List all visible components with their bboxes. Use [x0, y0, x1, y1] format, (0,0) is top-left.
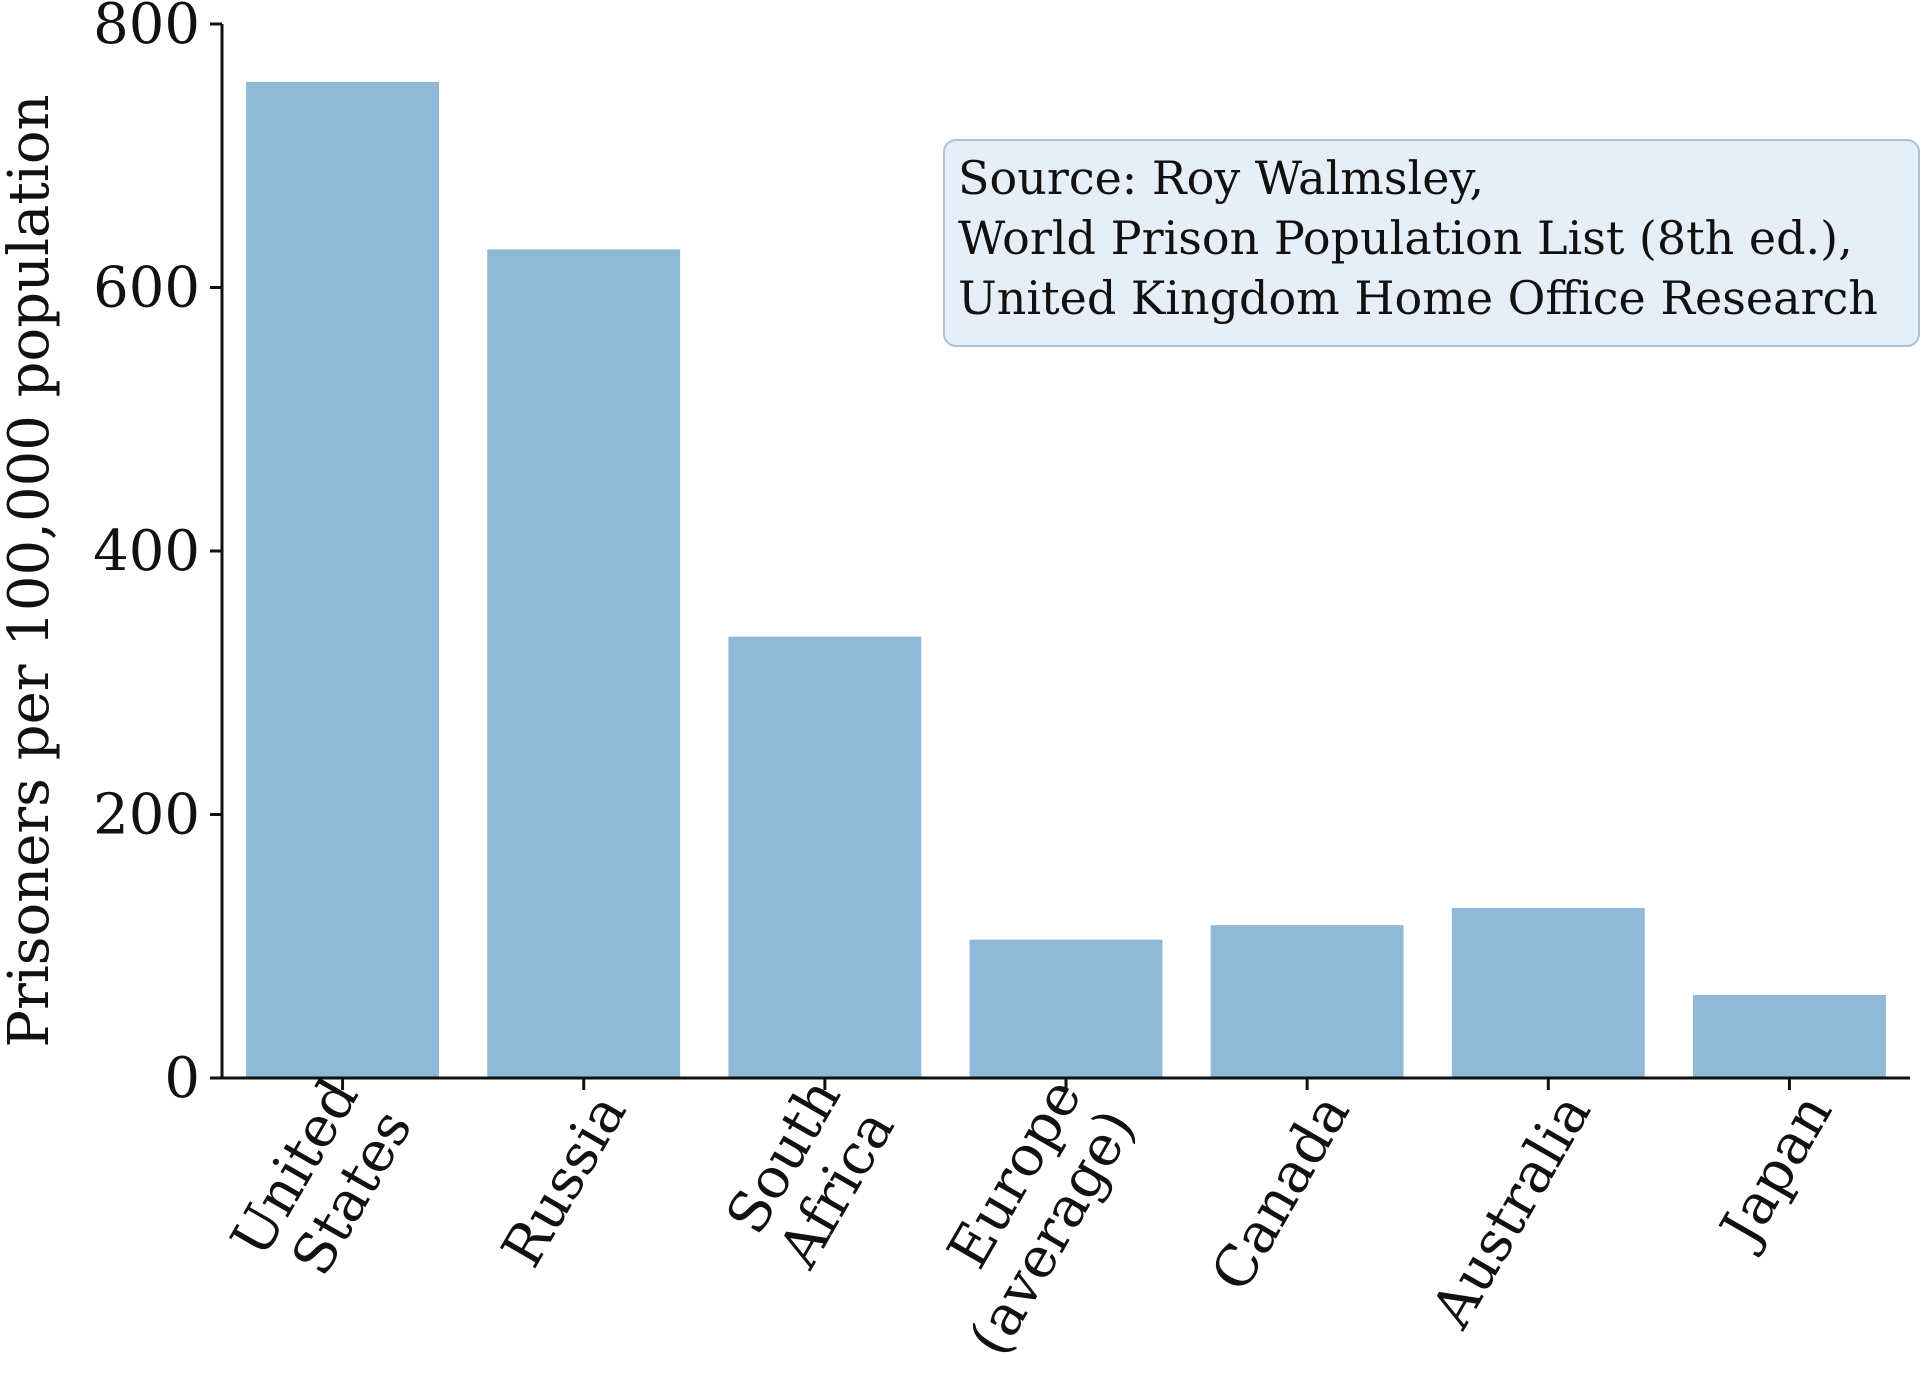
- y-tick-label: 600: [93, 256, 200, 321]
- y-tick-label: 400: [93, 519, 200, 584]
- x-category-label: Australia: [1419, 1084, 1604, 1340]
- bar: [1210, 925, 1404, 1078]
- x-category-label: Russia: [490, 1084, 640, 1278]
- y-tick-label: 200: [93, 783, 200, 848]
- annotation-line: United Kingdom Home Office Research: [958, 271, 1878, 325]
- y-tick-label: 0: [164, 1046, 200, 1111]
- x-category-label: Japan: [1706, 1084, 1845, 1260]
- y-axis-ticks: 0 200 400 600 800: [93, 0, 222, 1111]
- x-category-label: Europe(average): [935, 1068, 1148, 1366]
- x-category-label-line: Australia: [1419, 1084, 1604, 1340]
- x-category-label-line: Japan: [1706, 1084, 1845, 1260]
- bar: [1451, 908, 1645, 1078]
- y-axis-label: Prisoners per 100,000 population: [0, 94, 62, 1047]
- annotation-line: World Prison Population List (8th ed.),: [958, 211, 1853, 265]
- x-category-label-line: Canada: [1199, 1084, 1363, 1303]
- annotation-line: Source: Roy Walmsley,: [958, 151, 1484, 205]
- bar: [728, 636, 922, 1078]
- bar: [1692, 994, 1886, 1078]
- x-category-label: Canada: [1199, 1084, 1363, 1303]
- source-annotation: Source: Roy Walmsley, World Prison Popula…: [943, 139, 1920, 347]
- x-category-label-line: Russia: [490, 1084, 640, 1278]
- annotation-box: [943, 139, 1920, 347]
- bar: [487, 249, 681, 1079]
- bar: [246, 81, 440, 1079]
- bars-group: [246, 81, 1886, 1079]
- y-tick-label: 800: [93, 0, 200, 57]
- bar: [969, 939, 1163, 1078]
